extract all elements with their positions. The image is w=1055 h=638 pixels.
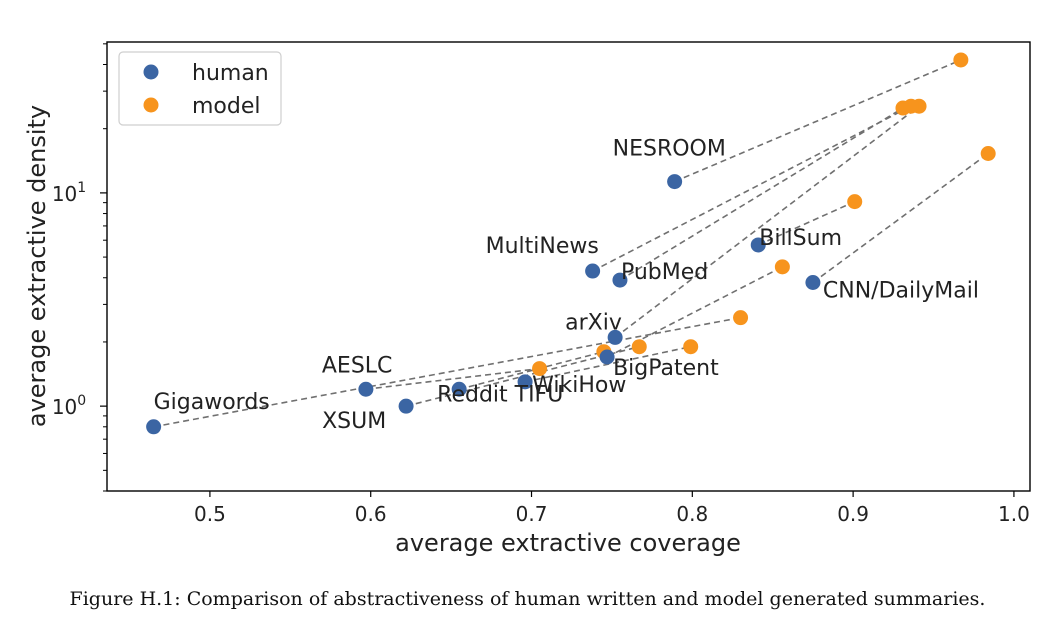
point-label: BillSum (759, 226, 842, 251)
point-label: Gigawords (154, 390, 270, 415)
model-point (631, 339, 647, 355)
human-point (398, 398, 414, 414)
legend-human-label: human (192, 61, 269, 86)
point-label: NESROOM (613, 137, 726, 162)
y-axis-ticks: 100 101 (52, 43, 107, 492)
legend-model-marker (143, 97, 159, 113)
data-points (146, 52, 996, 435)
connector-line (674, 59, 962, 183)
y-tick-label: 100 (52, 393, 86, 419)
human-point (612, 272, 628, 288)
point-label: XSUM (322, 409, 386, 434)
point-label: BigPatent (613, 356, 719, 381)
x-tick-label: 1.0 (998, 502, 1030, 526)
model-point (774, 259, 790, 275)
x-tick-label: 0.5 (194, 502, 226, 526)
point-label: Reddit TIFU (437, 382, 563, 407)
point-label: WikiHow (532, 373, 626, 398)
x-tick-label: 0.9 (837, 502, 869, 526)
model-point (532, 361, 548, 377)
x-tick-label: 0.7 (516, 502, 548, 526)
model-point (683, 339, 699, 355)
point-labels: Gigawords AESLC XSUM Reddit TIFUWikiHowBigP… (154, 137, 979, 435)
plot-frame (106, 41, 1031, 492)
human-point (750, 237, 766, 253)
human-point (599, 349, 615, 365)
connector-line (757, 200, 856, 246)
model-point (953, 52, 969, 68)
connector-line (458, 350, 605, 391)
connector-line (812, 152, 989, 284)
point-label: MultiNews (486, 234, 599, 259)
point-label: arXiv (565, 310, 622, 335)
x-tick-label: 0.6 (355, 502, 387, 526)
y-axis-label: average extractive density (23, 105, 51, 427)
point-label: CNN/DailyMail (823, 279, 979, 304)
human-point (607, 329, 623, 345)
human-point (146, 419, 162, 435)
point-label: PubMed (621, 260, 708, 285)
legend-human-marker (143, 64, 159, 80)
y-tick-label: 101 (52, 180, 86, 206)
legend: human model (118, 51, 282, 126)
human-point (805, 275, 821, 291)
figure-caption: Figure H.1: Comparison of abstractivenes… (69, 588, 986, 610)
model-point (903, 98, 919, 114)
connector-line (614, 105, 920, 339)
legend-box (118, 51, 282, 126)
human-point (517, 374, 533, 390)
human-point (451, 381, 467, 397)
model-point (733, 310, 749, 326)
x-axis-ticks: 0.5 0.6 0.7 0.8 0.9 1.0 (194, 491, 1030, 526)
model-point (847, 194, 863, 210)
human-point (358, 381, 374, 397)
point-label: AESLC (322, 353, 393, 378)
connector-line (365, 367, 540, 391)
connector-line (619, 107, 904, 281)
human-point (585, 263, 601, 279)
scatter-chart: Gigawords AESLC XSUM Reddit TIFUWikiHowBigP… (23, 41, 1031, 557)
legend-model-label: model (192, 94, 261, 119)
x-axis-label: average extractive coverage (395, 529, 741, 557)
human-point (667, 174, 683, 190)
model-point (980, 146, 996, 162)
x-tick-label: 0.8 (676, 502, 708, 526)
